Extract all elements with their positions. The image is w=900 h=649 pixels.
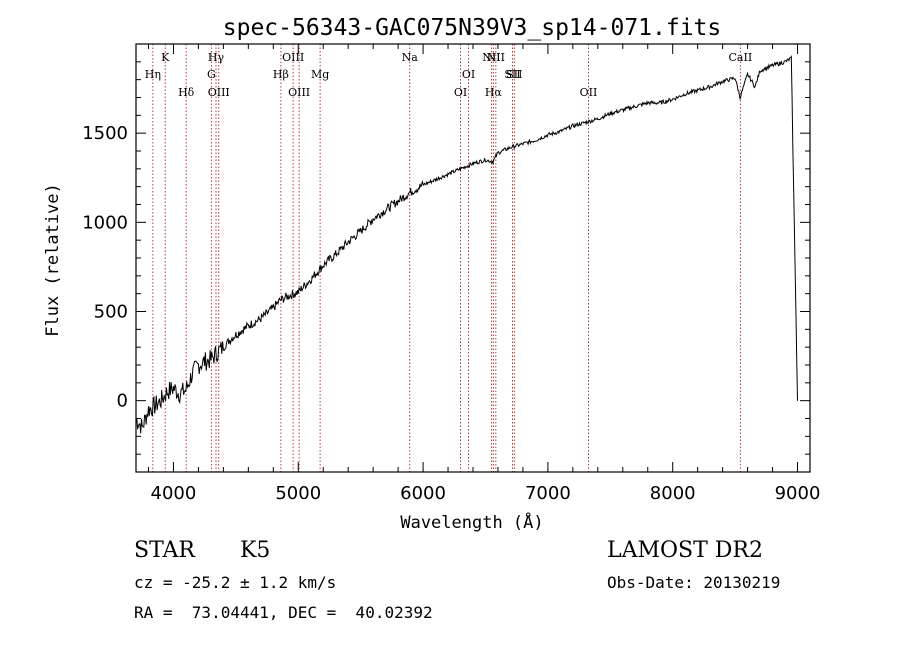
spectrum-line xyxy=(135,54,798,434)
survey-name: LAMOST DR2 xyxy=(607,538,763,563)
plot-frame xyxy=(135,43,811,473)
y-tick-label: 1500 xyxy=(82,123,128,144)
y-tick-label: 0 xyxy=(117,391,128,412)
x-tick-label: 9000 xyxy=(775,483,821,504)
spectral-line-label: OI xyxy=(462,68,475,81)
y-tick-label: 1000 xyxy=(82,212,128,233)
spectral-line-label: Na xyxy=(402,51,419,64)
spectral-line-label: Hα xyxy=(485,86,503,99)
spectral-line-label: OIII xyxy=(282,51,304,64)
x-axis-label: Wavelength (Å) xyxy=(400,511,543,533)
spectral-line-label: OI xyxy=(454,86,467,99)
spectral-line-label: Hη xyxy=(145,68,161,81)
redshift-velocity: cz = -25.2 ± 1.2 km/s xyxy=(134,573,337,592)
x-tick-label: 5000 xyxy=(275,483,321,504)
object-subclass: K5 xyxy=(240,538,271,563)
x-tick-label: 6000 xyxy=(400,483,446,504)
spectral-line-label: NII xyxy=(482,51,500,64)
spectral-line-label: Mg xyxy=(311,68,329,81)
spectral-line-label: OIII xyxy=(208,86,230,99)
spectrum-series xyxy=(135,54,798,434)
spectral-line-label: NII xyxy=(487,51,505,64)
coordinates: RA = 73.04441, DEC = 40.02392 xyxy=(134,603,433,622)
y-axis: 0 500 1000 1500 xyxy=(82,61,810,455)
spectral-line-label: G xyxy=(207,68,216,81)
spectral-line-label: OII xyxy=(580,86,598,99)
y-axis-label: Flux (relative) xyxy=(43,183,63,337)
y-tick-label: 500 xyxy=(94,302,128,323)
spectral-line-label: OIII xyxy=(288,86,310,99)
spectral-line-markers: HηKHδGHγOIIIHβOIIIOIIIMgNaOIOINIIHαNIISI… xyxy=(145,44,752,472)
object-class: STAR xyxy=(134,538,195,563)
spectral-line-label: K xyxy=(161,51,170,64)
x-tick-label: 7000 xyxy=(525,483,571,504)
x-axis: 4000 5000 6000 7000 8000 9000 xyxy=(147,44,821,504)
spectral-line-label: Hδ xyxy=(178,86,195,99)
spectral-line-label: Hγ xyxy=(208,51,225,64)
x-tick-label: 4000 xyxy=(151,483,197,504)
spectral-line-label: SII xyxy=(506,68,522,81)
spectral-line-label: CaII xyxy=(729,51,753,64)
spectral-line-label: Hβ xyxy=(273,68,289,81)
spectral-line-label: SII xyxy=(504,68,520,81)
chart-title: spec-56343-GAC075N39V3_sp14-071.fits xyxy=(223,15,722,41)
observation-date: Obs-Date: 20130219 xyxy=(607,573,781,592)
x-tick-label: 8000 xyxy=(650,483,696,504)
